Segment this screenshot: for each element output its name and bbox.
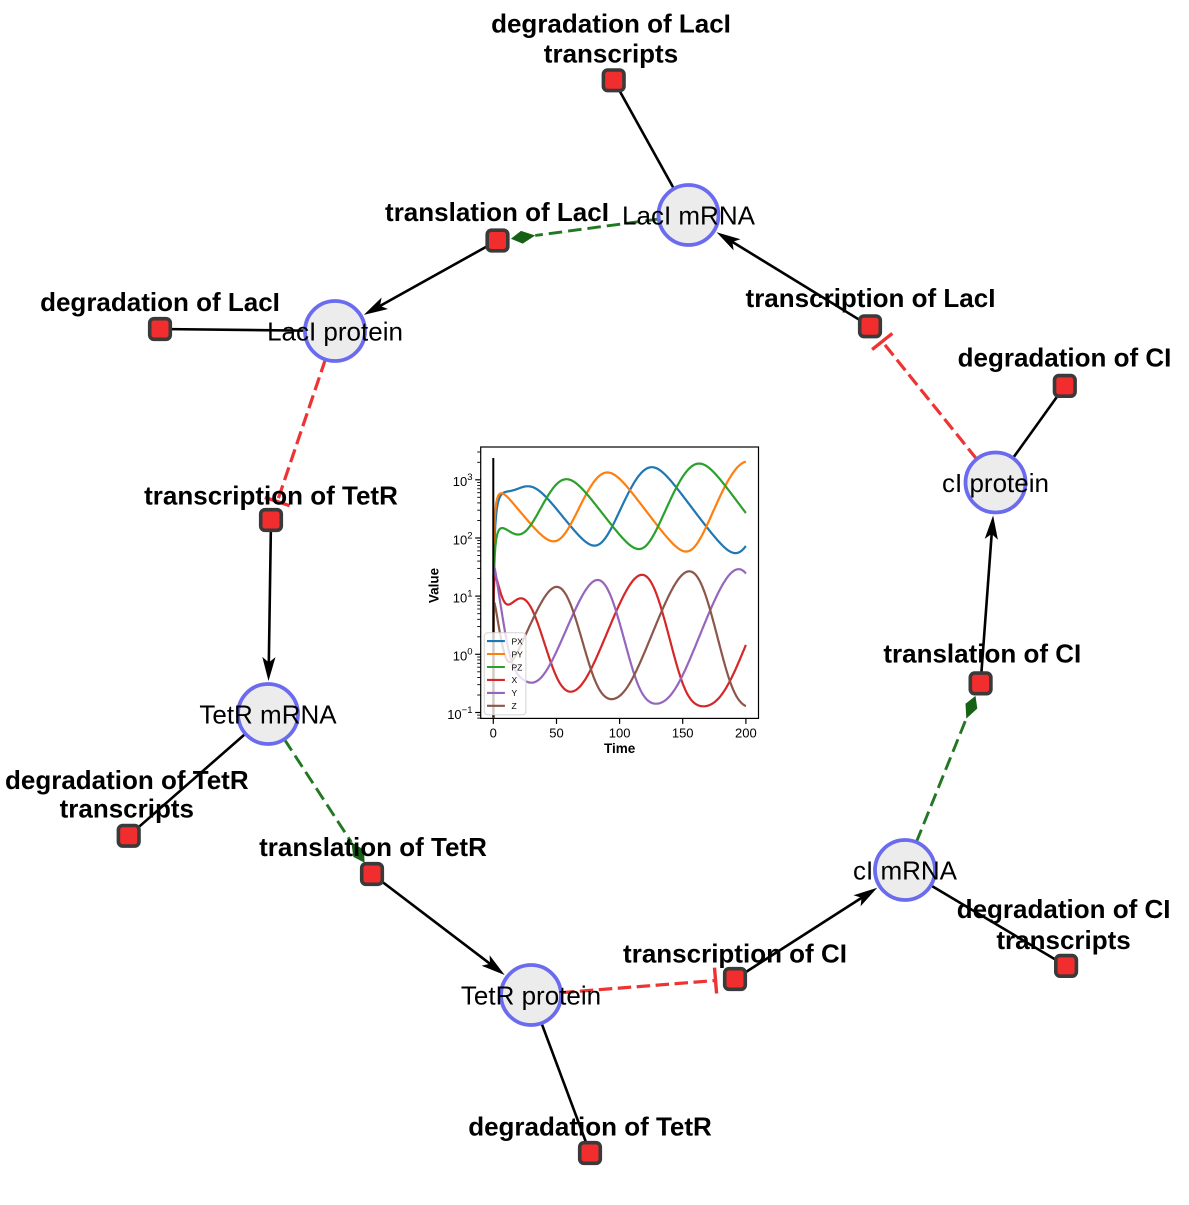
svg-text:LacI protein: LacI protein bbox=[267, 317, 403, 347]
svg-text:cI mRNA: cI mRNA bbox=[853, 856, 958, 886]
svg-text:LacI mRNA: LacI mRNA bbox=[622, 201, 756, 231]
svg-text:transcription of TetR: transcription of TetR bbox=[144, 480, 398, 510]
svg-text:PX: PX bbox=[512, 636, 524, 646]
svg-text:50: 50 bbox=[549, 725, 563, 740]
svg-text:transcripts: transcripts bbox=[996, 925, 1130, 955]
svg-text:transcripts: transcripts bbox=[544, 38, 678, 68]
svg-text:Value: Value bbox=[426, 567, 441, 603]
svg-text:200: 200 bbox=[735, 725, 757, 740]
svg-text:degradation of LacI: degradation of LacI bbox=[491, 8, 731, 38]
svg-text:translation of LacI: translation of LacI bbox=[385, 197, 609, 227]
svg-text:PY: PY bbox=[512, 649, 524, 659]
svg-text:degradation of TetR: degradation of TetR bbox=[468, 1112, 712, 1142]
svg-text:transcription of CI: transcription of CI bbox=[623, 938, 847, 968]
svg-text:TetR mRNA: TetR mRNA bbox=[199, 700, 337, 730]
svg-text:TetR protein: TetR protein bbox=[461, 981, 601, 1011]
svg-text:PZ: PZ bbox=[512, 662, 523, 672]
svg-text:degradation of TetR: degradation of TetR bbox=[5, 765, 249, 795]
svg-text:transcription of LacI: transcription of LacI bbox=[746, 283, 996, 313]
svg-text:transcripts: transcripts bbox=[60, 794, 194, 824]
svg-text:translation of TetR: translation of TetR bbox=[259, 832, 487, 862]
svg-text:X: X bbox=[512, 675, 518, 685]
svg-text:degradation of CI: degradation of CI bbox=[957, 894, 1171, 924]
svg-text:150: 150 bbox=[672, 725, 694, 740]
svg-text:Z: Z bbox=[512, 701, 517, 711]
svg-text:degradation of LacI: degradation of LacI bbox=[40, 287, 280, 317]
svg-text:degradation of CI: degradation of CI bbox=[958, 342, 1172, 372]
svg-text:translation of CI: translation of CI bbox=[883, 638, 1081, 668]
svg-text:100: 100 bbox=[609, 725, 631, 740]
svg-text:cI protein: cI protein bbox=[942, 468, 1049, 498]
svg-text:Y: Y bbox=[512, 688, 518, 698]
svg-text:Time: Time bbox=[604, 741, 636, 756]
svg-text:0: 0 bbox=[490, 725, 497, 740]
